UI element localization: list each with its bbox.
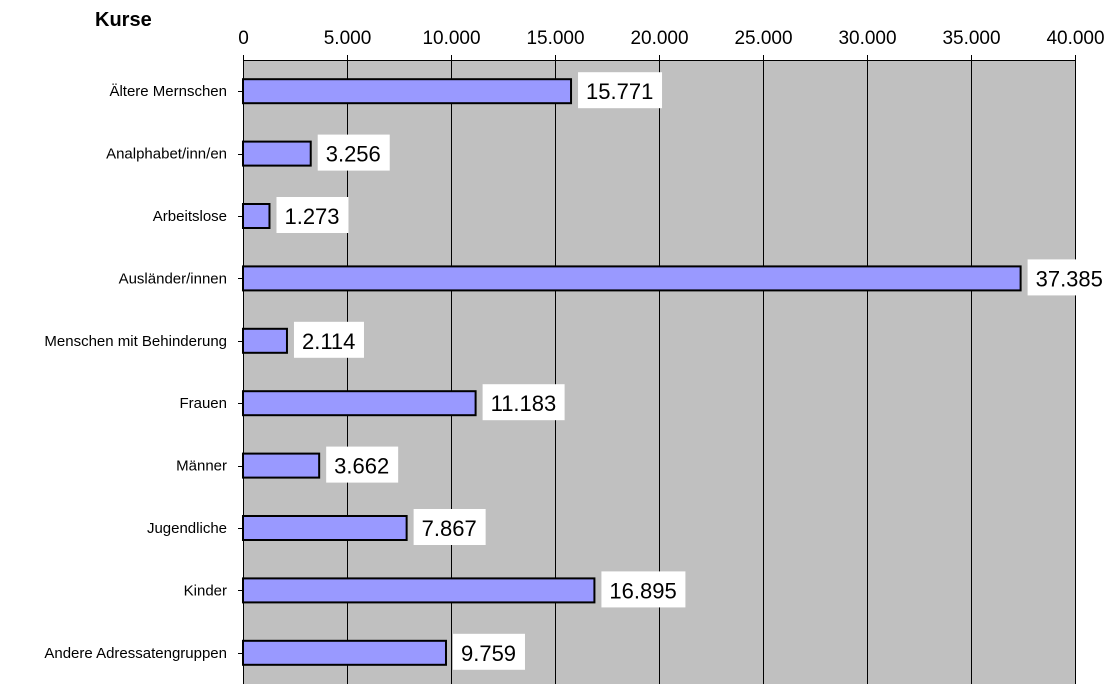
- value-label-box: [482, 384, 565, 421]
- value-label-box: [317, 134, 390, 171]
- x-axis-ticks: 0 5.000 10.000 15.000 20.000 25.000 30.000 35.0…: [238, 28, 1105, 60]
- value-label: 7.867: [413, 509, 486, 545]
- value-label-text: 3.256: [326, 142, 381, 167]
- bar: [242, 203, 271, 229]
- value-label: 11.183: [482, 384, 565, 421]
- value-label-text: 37.385: [1036, 266, 1103, 291]
- x-tick-label: 20.000: [630, 28, 688, 49]
- value-label-text: 3.662: [334, 454, 389, 479]
- value-label-box: [601, 571, 686, 608]
- value-label-text: 2.114: [302, 329, 355, 354]
- value-label-text: 16.895: [609, 578, 676, 603]
- value-label-box: [578, 72, 663, 109]
- category-label: Andere Adressatengruppen: [44, 645, 227, 662]
- value-label-box: [1027, 259, 1112, 296]
- x-tick-label: 15.000: [526, 28, 584, 49]
- category-label: Kinder: [184, 582, 227, 599]
- category-label: Frauen: [179, 395, 227, 412]
- value-label-text: 1.273: [284, 204, 339, 229]
- category-label: Jugendliche: [147, 520, 227, 537]
- value-label-box: [413, 509, 486, 545]
- value-label: 37.385: [1027, 259, 1112, 296]
- value-label: 3.662: [326, 446, 399, 483]
- value-label-text: 7.867: [422, 516, 477, 541]
- bar: [242, 515, 408, 541]
- value-label-text: 11.183: [491, 391, 557, 416]
- value-label-box: [276, 197, 349, 233]
- category-label: Ausländer/innen: [119, 270, 227, 287]
- value-label-box: [326, 446, 399, 483]
- value-label: 16.895: [601, 571, 686, 608]
- bar: [242, 327, 288, 354]
- category-label: Männer: [176, 458, 227, 475]
- category-label: Menschen mit Behinderung: [44, 333, 227, 350]
- bar: [242, 452, 321, 479]
- x-tick-label: 40.000: [1046, 28, 1104, 49]
- x-tick-label: 25.000: [734, 28, 792, 49]
- value-label-text: 9.759: [461, 641, 516, 666]
- value-label: 9.759: [452, 633, 525, 670]
- category-label: Ältere Mernschen: [109, 83, 227, 100]
- bar: [242, 265, 1022, 292]
- value-label-box: [293, 321, 364, 358]
- x-tick-label: 30.000: [838, 28, 896, 49]
- bars: [242, 78, 1022, 666]
- value-label-box: [452, 633, 525, 670]
- value-label: 1.273: [276, 197, 349, 233]
- bar: [242, 140, 312, 167]
- category-label: Analphabet/inn/en: [106, 146, 227, 163]
- category-labels: Ältere Mernschen Analphabet/inn/en Arbeits…: [44, 83, 243, 662]
- value-label: 3.256: [317, 134, 390, 171]
- category-label: Arbeitslose: [153, 208, 227, 225]
- x-tick-label: 5.000: [324, 28, 372, 49]
- value-label: 15.771: [578, 72, 663, 109]
- x-tick-label: 10.000: [422, 28, 480, 49]
- value-label: 2.114: [293, 321, 364, 358]
- bar: [242, 78, 573, 105]
- bar: [242, 577, 596, 604]
- bar: [242, 639, 447, 666]
- chart-title: Kurse: [95, 9, 152, 31]
- x-tick-label: 35.000: [942, 28, 1000, 49]
- value-labels: 15.771 3.256 1.273 37.385 2.114 11.183 3.662 7.…: [276, 72, 1112, 670]
- value-label-text: 15.771: [586, 79, 653, 104]
- bar: [242, 390, 477, 417]
- x-tick-label: 0: [238, 28, 249, 49]
